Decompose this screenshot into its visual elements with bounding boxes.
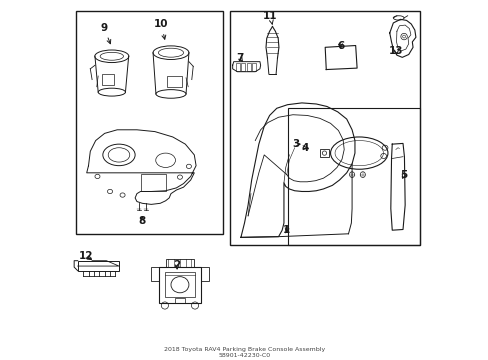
Bar [287, 108, 419, 244]
Bar [164, 272, 195, 297]
Text: 10: 10 [154, 19, 168, 39]
Text: 13: 13 [388, 46, 403, 56]
Bar [246, 63, 250, 71]
Text: 2: 2 [173, 260, 181, 270]
Text: 4: 4 [301, 143, 308, 153]
Bar [174, 298, 185, 303]
Text: 9: 9 [100, 23, 110, 44]
Bar [230, 12, 419, 244]
Bar [201, 267, 208, 281]
Bar [151, 267, 159, 281]
Bar [76, 12, 223, 234]
Bar [78, 261, 119, 271]
Text: 6: 6 [336, 41, 344, 50]
Bar [241, 63, 244, 71]
Text: 12: 12 [79, 251, 93, 261]
Text: 8: 8 [139, 216, 145, 226]
Bar [319, 149, 328, 157]
Bar [159, 267, 201, 303]
Bar [165, 259, 194, 267]
Bar [140, 174, 165, 191]
Bar [236, 63, 239, 71]
Bar [102, 74, 114, 85]
Text: 7: 7 [236, 53, 244, 63]
Bar [167, 76, 182, 87]
Text: 3: 3 [291, 139, 300, 149]
Text: 2018 Toyota RAV4 Parking Brake Console Assembly
58901-42230-C0: 2018 Toyota RAV4 Parking Brake Console A… [163, 347, 325, 357]
Bar [251, 63, 255, 71]
Text: 11: 11 [263, 11, 277, 24]
Text: 1: 1 [282, 225, 289, 235]
Text: 5: 5 [400, 170, 407, 180]
